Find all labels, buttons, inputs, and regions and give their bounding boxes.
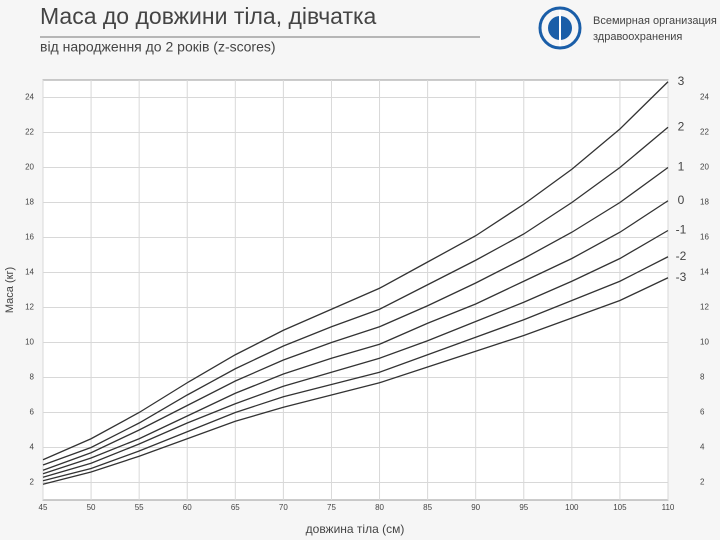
org-name: здравоохранения [593,31,682,43]
y-tick-label: 6 [700,408,705,417]
chart-subtitle: від народження до 2 років (z-scores) [40,39,276,55]
y-tick-label: 22 [25,128,34,137]
plot-area [42,79,669,501]
y-tick-label: 6 [30,408,35,417]
y-tick-label: 10 [700,338,709,347]
x-tick-label: 85 [423,503,432,512]
y-tick-label: 8 [700,373,705,382]
y-axis-label: Маса (кг) [4,267,16,313]
x-axis-label: довжина тіла (см) [306,522,405,536]
x-tick-label: 65 [231,503,240,512]
x-tick-label: 60 [183,503,192,512]
line-series [42,126,669,466]
y-tick-label: 12 [25,303,34,312]
series-label: -3 [676,270,687,284]
logo [538,6,582,50]
org-name: Всемирная организация [593,15,717,27]
y-tick-label: 2 [700,478,705,487]
y-tick-label: 18 [25,198,34,207]
y-tick-label: 22 [700,128,709,137]
x-tick-label: 70 [279,503,288,512]
x-tick-label: 55 [135,503,144,512]
y-tick-label: 24 [700,93,709,102]
series-label: 1 [678,160,685,174]
line-series [42,81,669,461]
chart-title: Маса до довжини тіла, дівчатка [40,3,377,29]
series-label: -2 [676,249,687,263]
y-tick-label: 24 [25,93,34,102]
x-tick-label: 75 [327,503,336,512]
x-tick-label: 110 [662,503,675,512]
series-label: 0 [678,193,685,207]
x-tick-label: 50 [87,503,96,512]
line-series [42,256,669,482]
x-tick-label: 45 [39,503,48,512]
line-series [42,200,669,475]
y-tick-label: 10 [25,338,34,347]
x-tick-label: 95 [519,503,528,512]
line-series [42,277,669,485]
y-tick-label: 14 [700,268,709,277]
x-tick-label: 100 [565,503,579,512]
y-tick-label: 12 [700,303,709,312]
y-tick-label: 2 [30,478,35,487]
y-tick-label: 16 [25,233,34,242]
y-tick-label: 8 [30,373,35,382]
y-tick-label: 16 [700,233,709,242]
line-series [42,229,669,478]
x-tick-label: 105 [613,503,627,512]
series-label: -1 [676,223,687,237]
y-tick-label: 4 [30,443,35,452]
x-tick-label: 80 [375,503,384,512]
y-tick-label: 20 [700,163,709,172]
y-tick-label: 14 [25,268,34,277]
series-label: 3 [678,74,685,88]
series-label: 2 [678,119,685,133]
y-tick-label: 4 [700,443,705,452]
y-tick-label: 20 [25,163,34,172]
x-tick-label: 90 [471,503,480,512]
line-series [42,166,669,471]
y-tick-label: 18 [700,198,709,207]
